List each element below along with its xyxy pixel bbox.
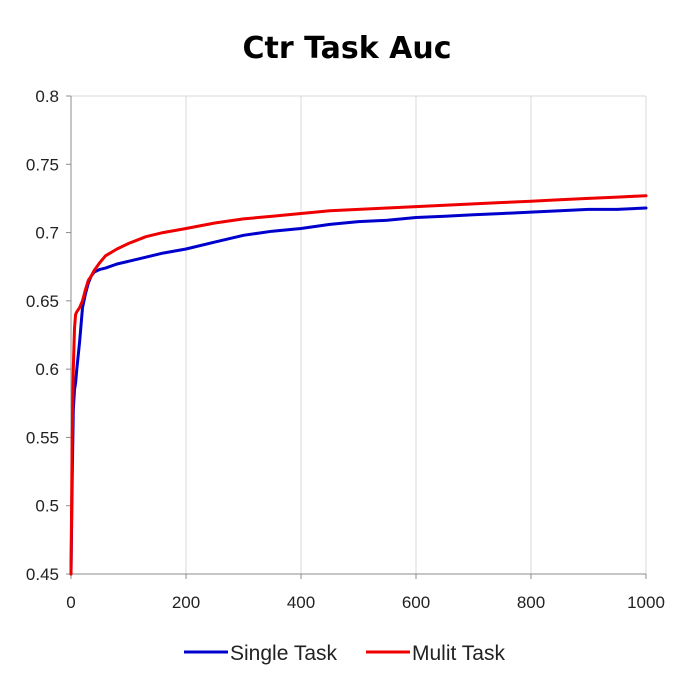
series-line-mulit-task [69, 194, 648, 576]
x-tick-label-0: 0 [66, 593, 75, 612]
y-tick-label-7: 0.8 [35, 87, 59, 106]
y-tick-label-5: 0.7 [35, 224, 59, 243]
x-tick-label-3: 600 [402, 593, 430, 612]
x-tick-label-1: 200 [172, 593, 200, 612]
x-tick-label-5: 1000 [627, 593, 665, 612]
x-tick-label-2: 400 [287, 593, 315, 612]
legend-label-mulit-task: Mulit Task [412, 642, 505, 665]
axes [66, 95, 647, 579]
x-tick-label-4: 800 [517, 593, 545, 612]
y-tick-label-0: 0.45 [26, 565, 59, 584]
legend: Single Task Mulit Task [184, 642, 505, 665]
legend-label-single-task: Single Task [230, 642, 338, 665]
y-tick-label-2: 0.55 [26, 428, 59, 447]
chart-title: Ctr Task Auc [242, 31, 451, 66]
y-tick-label-3: 0.6 [35, 360, 59, 379]
y-tick-label-1: 0.5 [35, 497, 59, 516]
tick-labels: 0.45 0.5 0.55 0.6 0.65 0.7 0.75 0.8 0 200 400 600 80… [26, 87, 665, 612]
gridlines [71, 95, 647, 574]
series-lines [69, 194, 648, 576]
y-tick-label-4: 0.65 [26, 292, 59, 311]
series-line-single-task [69, 206, 648, 576]
y-tick-label-6: 0.75 [26, 155, 59, 174]
